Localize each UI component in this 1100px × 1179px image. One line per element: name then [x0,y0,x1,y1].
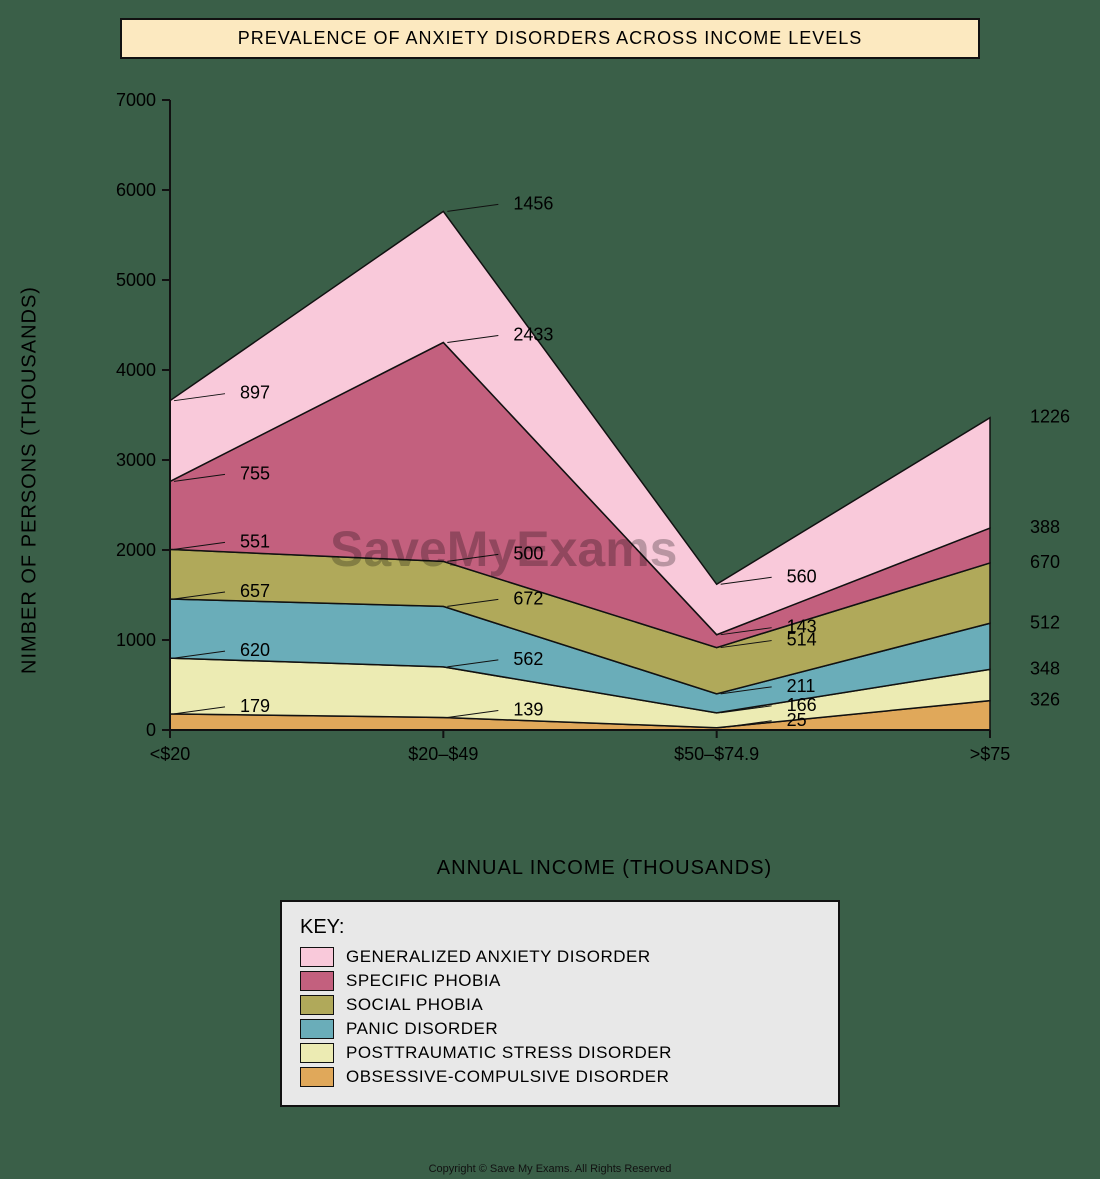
stacked-area-chart: 0 1000 2000 3000 4000 5000 6000 7000 <$20 $20–$49… [60,90,1050,810]
x-tick-label: <$20 [150,744,191,764]
x-tick-label: $50–$74.9 [674,744,759,764]
data-label: 2433 [513,324,553,344]
data-label: 512 [1030,612,1060,632]
y-tick-label: 1000 [116,630,156,650]
data-label: 143 [787,617,817,637]
chart-title-box: PREVALENCE OF ANXIETY DISORDERS ACROSS I… [120,18,980,59]
y-tick-label: 0 [146,720,156,740]
data-label: 211 [787,676,816,696]
legend-item-social: SOCIAL PHOBIA [300,995,820,1015]
legend-item-gad: GENERALIZED ANXIETY DISORDER [300,947,820,967]
y-tick-label: 7000 [116,90,156,110]
legend-title: KEY: [300,916,820,939]
x-tick-label: $20–$49 [408,744,478,764]
data-label: 179 [240,696,270,716]
data-label: 670 [1030,552,1060,572]
data-label: 388 [1030,517,1060,537]
y-tick-label: 5000 [116,270,156,290]
x-tick-label: >$75 [970,744,1011,764]
legend-swatch [300,1067,334,1087]
legend-label: GENERALIZED ANXIETY DISORDER [346,947,651,967]
legend-item-panic: PANIC DISORDER [300,1019,820,1039]
data-label: 348 [1030,658,1060,678]
data-label: 139 [513,699,543,719]
legend-label: PANIC DISORDER [346,1019,498,1039]
legend-label: POSTTRAUMATIC STRESS DISORDER [346,1043,672,1063]
y-tick-label: 3000 [116,450,156,470]
copyright-text: Copyright © Save My Exams. All Rights Re… [0,1163,1100,1175]
legend: KEY: GENERALIZED ANXIETY DISORDER SPECIFI… [280,900,840,1107]
data-label: 562 [513,649,543,669]
data-label: 897 [240,383,270,403]
data-label: 755 [240,463,270,483]
legend-item-ptsd: POSTTRAUMATIC STRESS DISORDER [300,1043,820,1063]
legend-label: OBSESSIVE-COMPULSIVE DISORDER [346,1067,669,1087]
legend-item-specific: SPECIFIC PHOBIA [300,971,820,991]
data-label: 166 [787,695,817,715]
legend-swatch [300,995,334,1015]
chart-title: PREVALENCE OF ANXIETY DISORDERS ACROSS I… [238,28,863,48]
data-label: 620 [240,640,270,660]
y-tick-label: 2000 [116,540,156,560]
legend-label: SPECIFIC PHOBIA [346,971,501,991]
y-tick-label: 6000 [116,180,156,200]
x-axis-label: ANNUAL INCOME (THOUSANDS) [437,857,772,880]
legend-swatch [300,971,334,991]
chart-area: NIMBER OF PERSONS (THOUSANDS) 0100020003… [60,90,1050,870]
legend-item-ocd: OBSESSIVE-COMPULSIVE DISORDER [300,1067,820,1087]
data-label: 1226 [1030,407,1070,427]
y-axis-label: NIMBER OF PERSONS (THOUSANDS) [19,286,42,674]
y-tick-label: 4000 [116,360,156,380]
legend-label: SOCIAL PHOBIA [346,995,483,1015]
watermark-back: SaveMyExams [330,520,677,578]
legend-swatch [300,1019,334,1039]
data-label: 560 [787,566,817,586]
data-label: 672 [513,588,543,608]
data-label: 326 [1030,690,1060,710]
data-label: 551 [240,531,270,551]
legend-swatch [300,947,334,967]
data-label: 657 [240,581,270,601]
data-label: 1456 [513,193,553,213]
legend-swatch [300,1043,334,1063]
